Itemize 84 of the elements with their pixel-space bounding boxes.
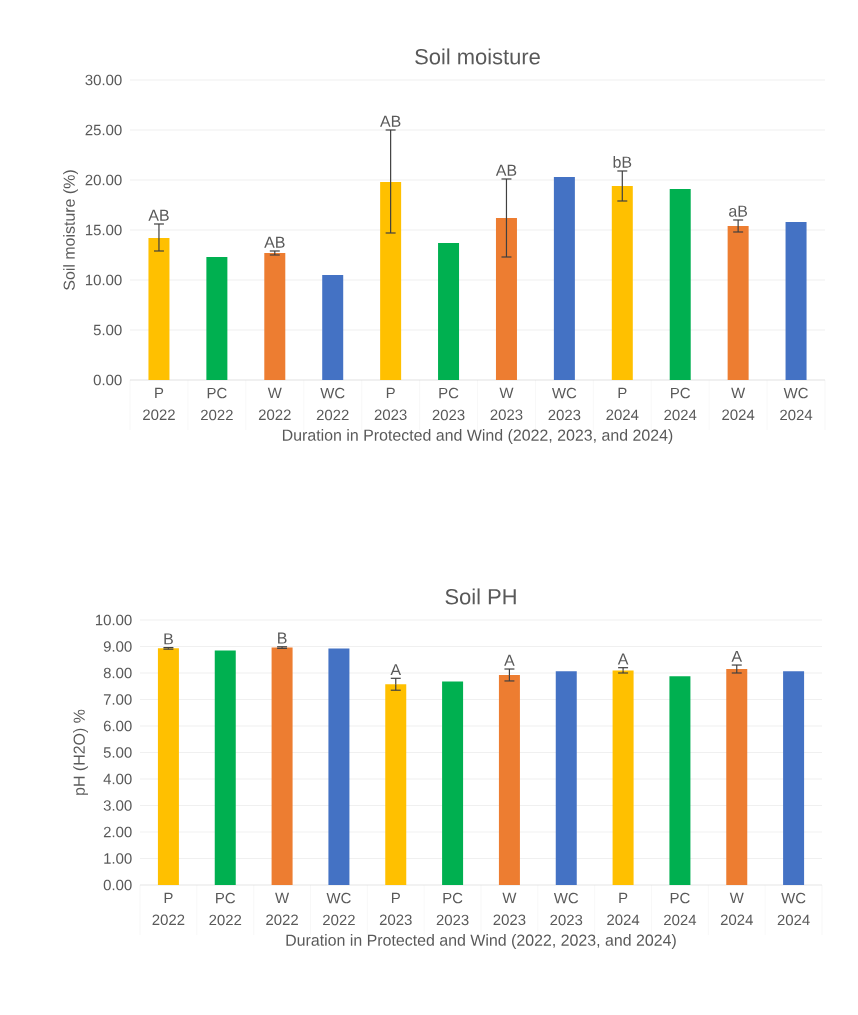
x-tick-label: W 2023: [493, 892, 526, 926]
x-tick-label: PC 2024: [664, 387, 697, 421]
annotation: AB: [264, 236, 285, 248]
x-tick-label: W 2024: [720, 892, 753, 926]
y-tick-label: 10.00: [85, 274, 122, 286]
x-tick-label: W 2024: [722, 387, 755, 421]
bar: [264, 252, 286, 380]
annotation: B: [278, 632, 287, 644]
y-tick-label: 9.00: [103, 641, 132, 652]
x-tick-label: WC 2024: [780, 387, 813, 421]
y-tick-label: 15.00: [85, 224, 122, 236]
x-tick-label: WC 2023: [550, 892, 583, 926]
chart-title: Soil moisture: [415, 48, 540, 65]
bar: [555, 671, 577, 885]
y-tick-label: 30.00: [85, 74, 122, 86]
bar: [214, 650, 236, 885]
y-tick-label: 0.00: [103, 879, 132, 891]
annotation: A: [617, 653, 629, 665]
x-tick-label: W 2022: [266, 892, 298, 926]
x-tick-label: P 2024: [607, 892, 640, 926]
y-tick-label: 8.00: [103, 667, 132, 679]
annotation: AB: [380, 115, 401, 127]
y-tick-label: 1.00: [104, 853, 132, 864]
bar: [442, 681, 464, 885]
x-tick-label: P 2022: [143, 387, 175, 421]
bar: [553, 176, 575, 380]
x-tick-label: WC 2023: [548, 387, 581, 421]
bar: [380, 181, 402, 380]
y-tick-label: 6.00: [103, 720, 132, 732]
y-axis-title: Soil moisture (%): [63, 170, 78, 290]
x-tick-label: PC 2024: [664, 892, 697, 926]
annotation: B: [164, 633, 173, 645]
x-tick-label: PC 2023: [436, 892, 469, 926]
x-axis-title: Duration in Protected and Wind (2022, 2023, and 2024): [286, 934, 676, 949]
y-tick-label: 5.00: [103, 747, 132, 758]
bar: [727, 225, 749, 380]
bar: [495, 217, 517, 380]
annotation: A: [390, 664, 402, 676]
y-tick-label: 7.00: [103, 694, 132, 705]
bar: [669, 676, 691, 885]
annotation: bB: [613, 156, 632, 168]
annotation: AB: [495, 164, 517, 176]
bar: [783, 671, 805, 885]
y-tick-label: 2.00: [103, 826, 132, 838]
x-tick-label: WC 2024: [777, 892, 810, 926]
x-tick-label: P 2022: [152, 892, 185, 926]
bar: [206, 256, 228, 380]
annotation: A: [731, 650, 743, 662]
bar: [157, 648, 179, 885]
bar: [148, 237, 170, 380]
annotation: aB: [729, 205, 748, 217]
bar: [322, 274, 344, 380]
x-tick-label: PC 2022: [201, 387, 233, 421]
bar: [385, 684, 407, 885]
x-tick-label: PC 2022: [209, 892, 242, 926]
chart-title: Soil PH: [445, 588, 516, 605]
x-tick-label: PC 2023: [432, 387, 465, 421]
bar: [669, 188, 691, 380]
x-tick-label: WC 2022: [323, 892, 355, 926]
y-tick-label: 5.00: [93, 324, 122, 336]
bar: [271, 647, 293, 885]
bar: [785, 221, 807, 380]
y-axis-title: pH (H2O) %: [73, 709, 88, 795]
x-tick-label: W 2023: [490, 387, 523, 421]
annotation: A: [504, 654, 515, 666]
y-tick-label: 0.00: [93, 374, 122, 386]
bar: [328, 648, 350, 885]
bar: [726, 669, 748, 885]
bar: [498, 675, 520, 885]
x-tick-label: WC 2022: [316, 387, 349, 421]
y-tick-label: 3.00: [103, 800, 132, 811]
bar: [611, 185, 633, 380]
y-tick-label: 20.00: [85, 174, 122, 186]
y-tick-label: 4.00: [103, 773, 132, 785]
x-axis-title: Duration in Protected and Wind (2022, 2023, and 2024): [282, 429, 673, 444]
x-tick-label: W 2022: [258, 387, 291, 421]
y-tick-label: 10.00: [95, 614, 132, 626]
y-tick-label: 25.00: [85, 124, 122, 136]
x-tick-label: P 2023: [374, 387, 407, 421]
x-tick-label: P 2023: [379, 892, 412, 926]
bar: [612, 670, 634, 885]
x-tick-label: P 2024: [606, 387, 639, 421]
annotation: AB: [148, 209, 169, 221]
bar: [438, 242, 460, 380]
